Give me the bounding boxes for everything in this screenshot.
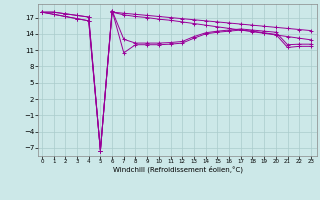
X-axis label: Windchill (Refroidissement éolien,°C): Windchill (Refroidissement éolien,°C) — [113, 165, 243, 173]
